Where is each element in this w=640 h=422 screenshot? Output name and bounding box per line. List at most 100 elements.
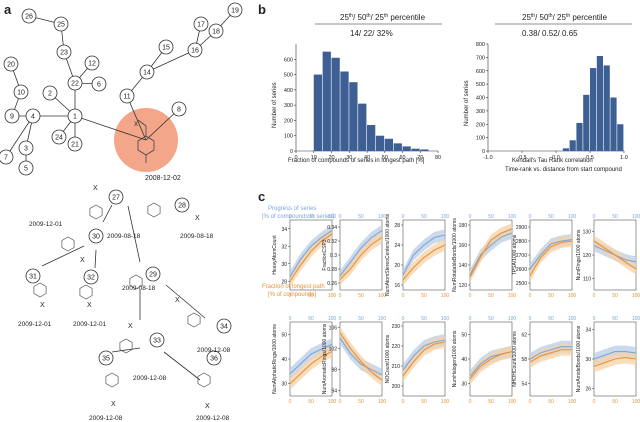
y-tick-label: 500: [476, 82, 485, 88]
tree-edge: [126, 95, 147, 141]
tree-node: 26: [21, 8, 37, 24]
legend-blue-line2: [% of compounds in series]: [262, 214, 334, 220]
y-tick-label: 2700: [516, 253, 527, 259]
tree-node: 15: [158, 39, 174, 55]
x-tick-label-bottom: 100: [378, 399, 387, 405]
tree-node-label: 4: [31, 114, 35, 121]
tree-node-circle: [84, 55, 100, 71]
x-tick-label-bottom: 50: [358, 399, 364, 405]
y-tick-label: 120: [459, 283, 468, 289]
compound-node-circle: [149, 332, 165, 348]
tree-node-circle: [193, 16, 209, 32]
y-tick-label: 0: [290, 149, 293, 155]
tree-node: 9: [4, 108, 20, 124]
x-tick-label-top: 50: [308, 214, 314, 220]
panel-ylabel: TPSA/1000 atoms: [512, 234, 518, 275]
x-tick-label-bottom: 100: [328, 293, 337, 299]
x-tick-label-bottom: 0: [339, 399, 342, 405]
hist-bar: [340, 71, 349, 151]
x-tick-label-top: 100: [441, 316, 450, 322]
x-tick-label-top: 100: [508, 214, 517, 220]
y-tick-label: 210: [392, 364, 401, 370]
tree-node-label: 25: [57, 22, 65, 29]
histogram-longest-path: 25th/ 50th/ 25th percentile 14/ 22/ 32% …: [272, 13, 442, 164]
histogram-kendall-tau: 25th/ 50th/ 25th percentile 0.38/ 0.52/ …: [464, 13, 632, 173]
compound-node-circle: [98, 350, 114, 366]
y-tick-label: 230: [392, 324, 401, 330]
longest-path-band: [340, 326, 382, 387]
progress-band: [403, 229, 445, 281]
tree-node-circle: [139, 64, 155, 80]
tree-node: 24: [51, 129, 67, 145]
hist2-percentile-header: 25th/ 50th/ 25th percentile: [522, 13, 608, 22]
y-tick-label: 0: [482, 149, 485, 155]
x-tick-label-top: 0: [529, 214, 532, 220]
tree-node-label: 18: [212, 29, 220, 36]
longest-path-line: [402, 341, 446, 377]
y-tick-label: 800: [476, 42, 485, 48]
series-molecule: [129, 274, 143, 290]
tree-node-label: 11: [123, 94, 130, 101]
panel-ylabel: NOCount/1000 atoms: [385, 334, 391, 383]
longest-path-band: [290, 228, 332, 287]
tree-node-circle: [91, 76, 107, 92]
hist1-ylabel: Number of series: [272, 82, 278, 128]
progress-line: [339, 230, 383, 277]
property-panel: 9498102106005050100100NumAromaticRings/1…: [322, 316, 386, 405]
y-tick-label: 2500: [516, 281, 527, 287]
x-mark: X: [128, 323, 133, 330]
tree-node-circle: [13, 84, 29, 100]
compound-date: 2009-12-01: [18, 321, 52, 328]
series-edge: [111, 347, 141, 353]
tree-node: 25: [53, 16, 69, 32]
progress-line: [593, 351, 637, 360]
tree-node-label: 10: [17, 90, 25, 97]
y-tick-label: 2800: [516, 239, 527, 245]
y-tick-label: 0.3: [330, 253, 337, 259]
x-tick-label-top: 100: [328, 316, 337, 322]
hist-bar: [617, 124, 624, 151]
y-tick-label: 300: [476, 109, 485, 115]
tree-node: 5: [18, 160, 34, 176]
x-tick-label-bottom: 50: [421, 293, 427, 299]
x-tick-label-bottom: 0: [402, 293, 405, 299]
compound-date: 2009-12-08: [89, 415, 123, 422]
hist-bar: [562, 148, 569, 151]
x-tick-label-top: 0: [469, 316, 472, 322]
compound-node: 35: [98, 350, 114, 366]
panel-ylabel: NumHalogen/1000 atoms: [452, 330, 458, 387]
x-tick-label-top: 100: [632, 316, 640, 322]
tree-node: 23: [56, 44, 72, 60]
compound-node-label: 33: [153, 338, 161, 345]
panel-ylabel: HeavyAtomCount: [272, 235, 278, 275]
panel-label-c: c: [258, 189, 265, 204]
hist-bar: [583, 94, 590, 151]
x-tick-label-top: 50: [421, 316, 427, 322]
y-tick-label: 28: [394, 223, 400, 229]
y-tick-label: 180: [459, 223, 468, 229]
tree-node-circle: [67, 75, 83, 91]
hist1-percentile-header: 25th/ 50th/ 25th percentile: [340, 13, 426, 22]
x-tick-label-bottom: 0: [289, 293, 292, 299]
x-tick-label-bottom: 0: [593, 293, 596, 299]
x-tick-label: 0: [294, 155, 297, 161]
tree-node-label: 8: [177, 107, 181, 114]
y-tick-label: 50: [461, 332, 467, 338]
hist-bar: [331, 57, 340, 151]
tree-node-label: 5: [24, 166, 28, 173]
x-tick-label-top: 50: [488, 316, 494, 322]
x-tick-label-bottom: 50: [308, 399, 314, 405]
tree-node: 14: [139, 64, 155, 80]
y-tick-label: 26: [585, 387, 591, 393]
y-tick-label: 0.28: [327, 267, 337, 273]
hist-bar: [596, 56, 603, 151]
y-tick-label: 58: [521, 357, 527, 363]
y-tick-label: 30: [281, 382, 287, 388]
y-tick-label: 0.34: [327, 225, 337, 231]
y-tick-label: 28: [281, 279, 287, 285]
x-tick-label-bottom: 100: [328, 399, 337, 405]
property-panel: 110 120 130 0 0 50 50 100 100 NumRings/1000 atoms: [576, 214, 640, 299]
x-tick-label: 50: [382, 155, 388, 161]
x-tick-label-bottom: 0: [469, 293, 472, 299]
tree-node: 4: [25, 108, 41, 124]
